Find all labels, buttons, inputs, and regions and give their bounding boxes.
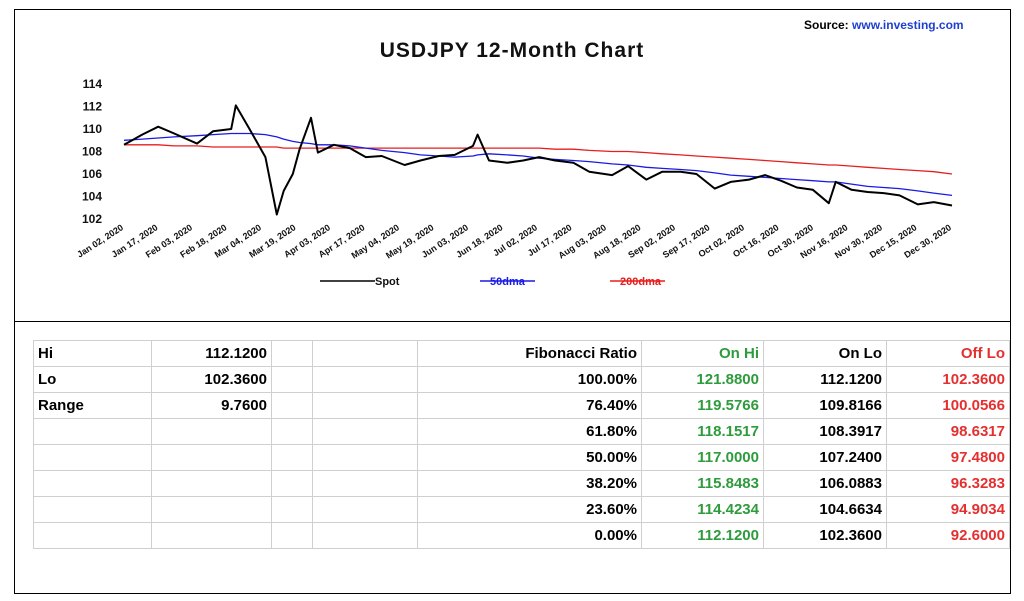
row-label-cell: Range: [33, 392, 152, 419]
y-tick-label: 104: [82, 190, 102, 204]
row-value-cell: 112.1200: [151, 340, 272, 367]
empty-cell: [271, 470, 313, 497]
y-tick-label: 110: [83, 122, 103, 136]
fibonacci-table: Hi 112.1200 Fibonacci Ratio On Hi On Lo Off L…: [33, 340, 1010, 549]
fib-ratio-cell: 76.40%: [417, 392, 642, 419]
on-lo-cell: 108.3917: [763, 418, 887, 445]
empty-cell: [312, 522, 418, 549]
table-row: 50.00% 117.0000 107.2400 97.4800: [33, 444, 1010, 471]
y-tick-label: 114: [83, 77, 103, 91]
on-hi-cell: 115.8483: [641, 470, 764, 497]
table-row: 23.60% 114.4234 104.6634 94.9034: [33, 496, 1010, 523]
empty-cell: [312, 418, 418, 445]
empty-cell: [312, 392, 418, 419]
y-tick-label: 112: [83, 100, 103, 114]
empty-cell: [312, 496, 418, 523]
on-hi-cell: 121.8800: [641, 366, 764, 393]
on-hi-header: On Hi: [641, 340, 764, 367]
on-hi-cell: 117.0000: [641, 444, 764, 471]
empty-cell: [271, 366, 313, 393]
off-lo-cell: 100.0566: [886, 392, 1010, 419]
row-value-cell: 102.3600: [151, 366, 272, 393]
row-label-cell: [33, 522, 152, 549]
row-value-cell: [151, 444, 272, 471]
section-divider: [14, 321, 1011, 322]
on-lo-cell: 112.1200: [763, 366, 887, 393]
row-label-cell: [33, 496, 152, 523]
row-label-cell: [33, 444, 152, 471]
row-label-cell: [33, 418, 152, 445]
on-lo-cell: 107.2400: [763, 444, 887, 471]
series-line-spot: [123, 104, 953, 216]
empty-cell: [271, 418, 313, 445]
row-value-cell: [151, 470, 272, 497]
fib-ratio-cell: 0.00%: [417, 522, 642, 549]
empty-cell: [271, 392, 313, 419]
y-tick-label: 108: [82, 145, 102, 159]
fib-ratio-cell: 23.60%: [417, 496, 642, 523]
table-row: 61.80% 118.1517 108.3917 98.6317: [33, 418, 1010, 445]
y-tick-label: 106: [82, 167, 102, 181]
off-lo-cell: 102.3600: [886, 366, 1010, 393]
on-lo-cell: 109.8166: [763, 392, 887, 419]
on-hi-cell: 118.1517: [641, 418, 764, 445]
off-lo-cell: 94.9034: [886, 496, 1010, 523]
legend-label: Spot: [375, 276, 400, 288]
on-lo-cell: 102.3600: [763, 522, 887, 549]
row-label-cell: [33, 470, 152, 497]
series-line-200dma: [124, 144, 953, 175]
off-lo-cell: 92.6000: [886, 522, 1010, 549]
on-hi-cell: 119.5766: [641, 392, 764, 419]
row-value-cell: 9.7600: [151, 392, 272, 419]
row-value-cell: [151, 418, 272, 445]
row-label-cell: Hi: [33, 340, 152, 367]
off-lo-cell: 98.6317: [886, 418, 1010, 445]
source-note: Source: www.investing.com: [804, 18, 964, 32]
row-value-cell: [151, 496, 272, 523]
empty-cell: [271, 340, 313, 367]
off-lo-header: Off Lo: [886, 340, 1010, 367]
table-row: 38.20% 115.8483 106.0883 96.3283: [33, 470, 1010, 497]
fib-ratio-cell: 50.00%: [417, 444, 642, 471]
empty-cell: [271, 496, 313, 523]
fib-ratio-cell: 61.80%: [417, 418, 642, 445]
on-lo-header: On Lo: [763, 340, 887, 367]
off-lo-cell: 96.3283: [886, 470, 1010, 497]
table-row: Range 9.7600 76.40% 119.5766 109.8166 100.056…: [33, 392, 1010, 419]
row-label-cell: Lo: [33, 366, 152, 393]
off-lo-cell: 97.4800: [886, 444, 1010, 471]
empty-cell: [312, 444, 418, 471]
empty-cell: [271, 444, 313, 471]
source-link[interactable]: www.investing.com: [852, 18, 964, 32]
empty-cell: [271, 522, 313, 549]
chart-title: USDJPY 12-Month Chart: [379, 39, 645, 62]
on-hi-cell: 112.1200: [641, 522, 764, 549]
empty-cell: [312, 470, 418, 497]
series-line-50dma: [123, 132, 953, 197]
on-lo-cell: 106.0883: [763, 470, 887, 497]
on-hi-cell: 114.4234: [641, 496, 764, 523]
source-label: Source:: [804, 18, 849, 32]
fib-ratio-header: Fibonacci Ratio: [417, 340, 642, 367]
table-row: Lo 102.3600 100.00% 121.8800 112.1200 102.360…: [33, 366, 1010, 393]
empty-cell: [312, 366, 418, 393]
on-lo-cell: 104.6634: [763, 496, 887, 523]
report-frame: [14, 9, 1011, 594]
empty-cell: [312, 340, 418, 367]
legend-label: 200dma: [620, 276, 662, 288]
table-row: 0.00% 112.1200 102.3600 92.6000: [33, 522, 1010, 549]
y-tick-label: 102: [82, 212, 102, 226]
legend-label: 50dma: [490, 276, 526, 288]
row-value-cell: [151, 522, 272, 549]
fib-ratio-cell: 38.20%: [417, 470, 642, 497]
fib-ratio-cell: 100.00%: [417, 366, 642, 393]
table-row: Hi 112.1200 Fibonacci Ratio On Hi On Lo Off L…: [33, 340, 1010, 367]
